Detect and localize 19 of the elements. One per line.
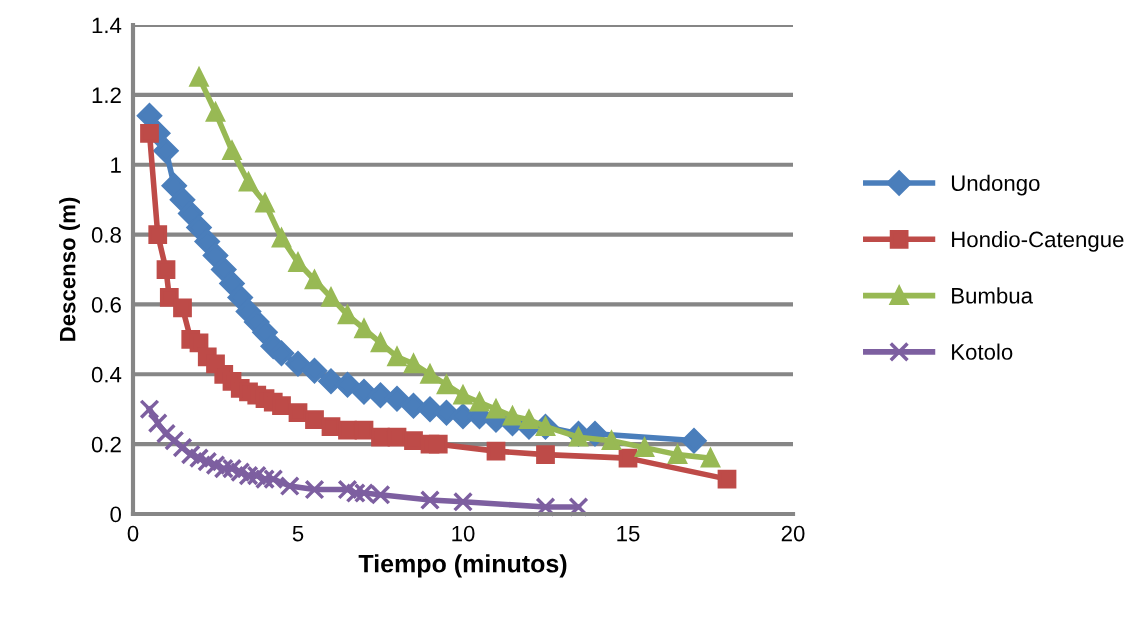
x-axis-title: Tiempo (minutos) xyxy=(358,554,567,578)
y-tick-label: 0 xyxy=(110,506,122,523)
legend-label: Hondio-Catengue xyxy=(952,231,1124,252)
y-tick-label: 1 xyxy=(111,157,121,173)
y-tick-label: 0.4 xyxy=(91,366,122,383)
x-tick-label: 20 xyxy=(781,525,805,542)
x-tick-label: 10 xyxy=(452,525,475,542)
y-tick-label: 0.6 xyxy=(91,296,121,313)
x-tick-label: 5 xyxy=(292,525,304,542)
y-tick-label: 1.2 xyxy=(92,87,121,103)
x-tick-label: 15 xyxy=(617,525,640,542)
legend-label: Undongo xyxy=(951,174,1040,196)
legend-label: Kotolo xyxy=(952,343,1013,360)
y-tick-label: 0.8 xyxy=(91,227,121,243)
y-axis-title: Descenso (m) xyxy=(59,197,80,341)
y-tick-label: 1.4 xyxy=(92,17,122,34)
y-tick-label: 0.2 xyxy=(91,436,121,453)
legend-label: Bumbua xyxy=(952,287,1034,304)
x-tick-label: 0 xyxy=(127,525,139,542)
